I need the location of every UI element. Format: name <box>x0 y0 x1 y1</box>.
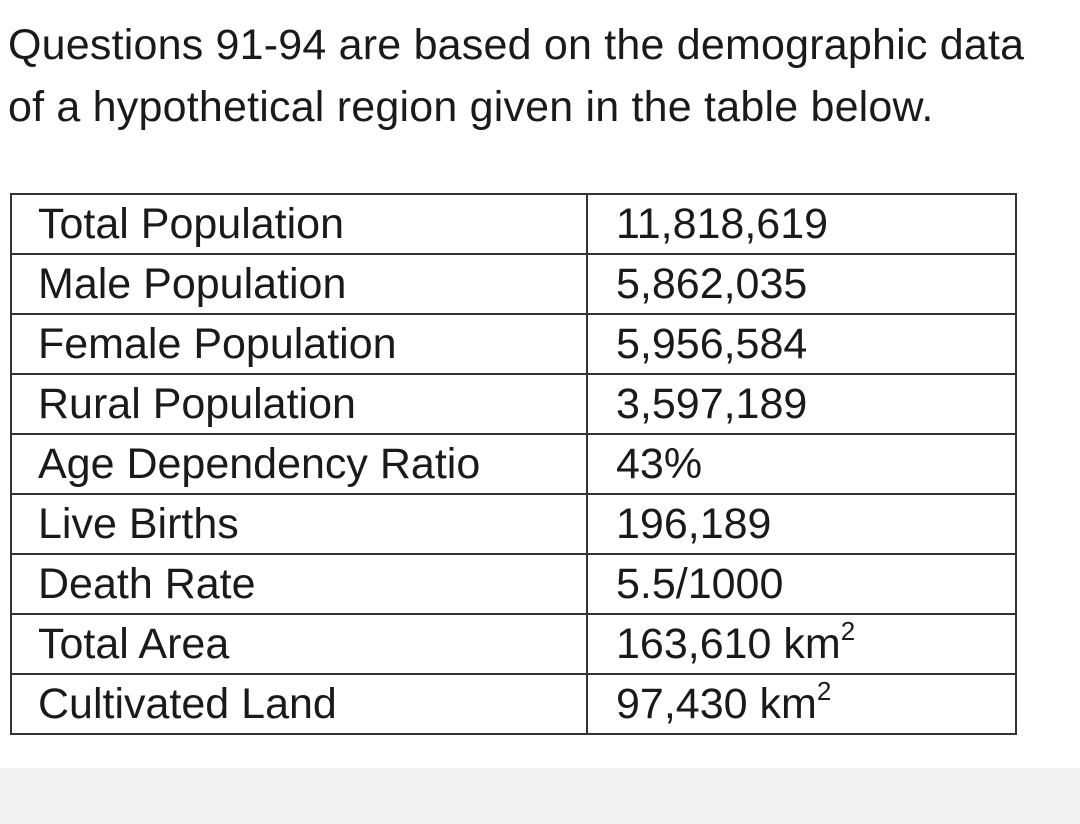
row-label: Rural Population <box>10 373 588 435</box>
table-row: Age Dependency Ratio 43% <box>10 433 1017 495</box>
row-unit-exponent: 2 <box>840 616 856 646</box>
row-label: Cultivated Land <box>10 673 588 735</box>
row-value: 196,189 <box>616 500 772 548</box>
table-row: Female Population 5,956,584 <box>10 313 1017 375</box>
row-label: Age Dependency Ratio <box>10 433 588 495</box>
row-value-cell: 3,597,189 <box>586 373 1017 435</box>
row-value-cell: 196,189 <box>586 493 1017 555</box>
row-value-cell: 11,818,619 <box>586 193 1017 255</box>
table-row: Cultivated Land 97,430 km2 <box>10 673 1017 735</box>
demographic-data-table: Total Population 11,818,619 Male Populat… <box>10 193 1017 735</box>
row-value-cell: 43% <box>586 433 1017 495</box>
table-row: Rural Population 3,597,189 <box>10 373 1017 435</box>
row-label: Total Population <box>10 193 588 255</box>
row-unit-exponent: 2 <box>816 676 832 706</box>
question-intro-text: Questions 91-94 are based on the demogra… <box>8 21 1025 131</box>
row-label: Total Area <box>10 613 588 675</box>
row-value: 3,597,189 <box>616 380 808 428</box>
row-value-cell: 5.5/1000 <box>586 553 1017 615</box>
row-label: Death Rate <box>10 553 588 615</box>
row-unit: km <box>771 620 841 668</box>
row-value-cell: 97,430 km2 <box>586 673 1017 735</box>
table-row: Total Area 163,610 km2 <box>10 613 1017 675</box>
row-value: 5,862,035 <box>616 260 808 308</box>
row-label: Male Population <box>10 253 588 315</box>
row-value: 5,956,584 <box>616 320 808 368</box>
table-row: Male Population 5,862,035 <box>10 253 1017 315</box>
row-value: 11,818,619 <box>616 200 829 248</box>
row-unit: km <box>747 680 817 728</box>
row-value: 43% <box>616 440 703 488</box>
row-value: 163,610 <box>616 620 772 668</box>
row-value: 5.5/1000 <box>616 560 784 608</box>
row-value-cell: 5,956,584 <box>586 313 1017 375</box>
table-row: Total Population 11,818,619 <box>10 193 1017 255</box>
bottom-gray-band <box>0 768 1080 824</box>
row-label: Live Births <box>10 493 588 555</box>
table-row: Death Rate 5.5/1000 <box>10 553 1017 615</box>
table-row: Live Births 196,189 <box>10 493 1017 555</box>
row-value-cell: 5,862,035 <box>586 253 1017 315</box>
row-label: Female Population <box>10 313 588 375</box>
row-value-cell: 163,610 km2 <box>586 613 1017 675</box>
row-value: 97,430 <box>616 680 748 728</box>
